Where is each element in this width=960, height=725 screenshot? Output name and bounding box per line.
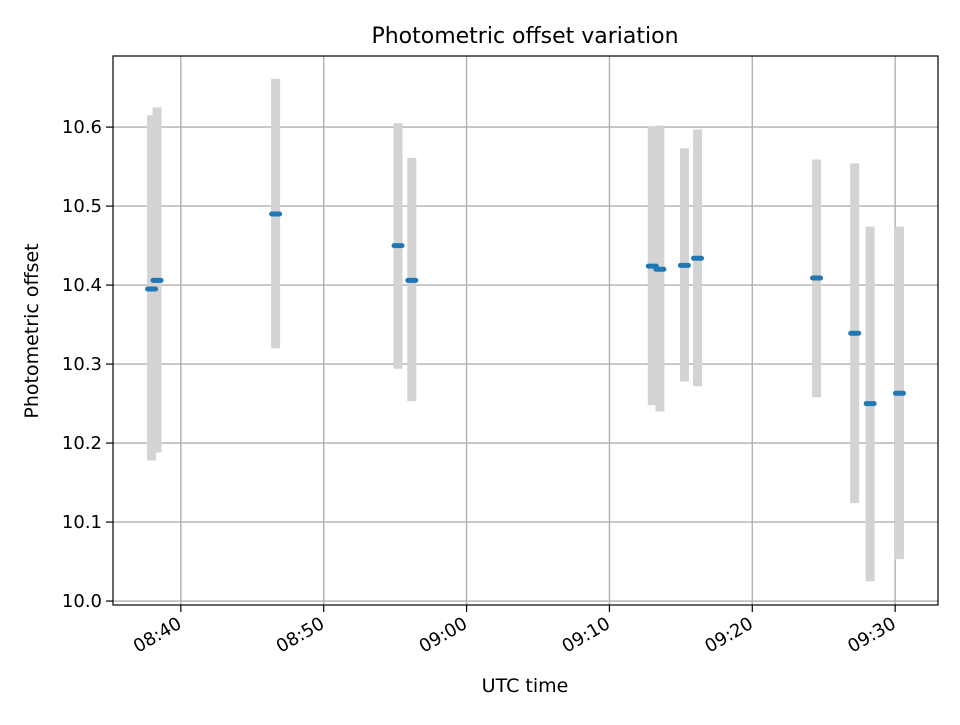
chart-title: Photometric offset variation (371, 24, 678, 49)
axes-frame (112, 55, 939, 606)
grid-lines (113, 56, 938, 605)
x-axis-label: UTC time (482, 675, 569, 697)
y-tick-label: 10.3 (62, 354, 102, 375)
data-points (145, 211, 906, 407)
y-tick-label: 10.2 (62, 433, 102, 454)
y-tick-label: 10.0 (62, 591, 102, 612)
y-axis-ticks: 10.0 10.1 10.2 10.3 10.4 10.5 10.6 (62, 117, 113, 612)
y-axis-label: Photometric offset (21, 243, 43, 418)
y-tick-label: 10.4 (62, 275, 102, 296)
y-tick-label: 10.1 (62, 512, 102, 533)
y-tick-label: 10.5 (62, 196, 102, 217)
y-tick-label: 10.6 (62, 117, 102, 138)
